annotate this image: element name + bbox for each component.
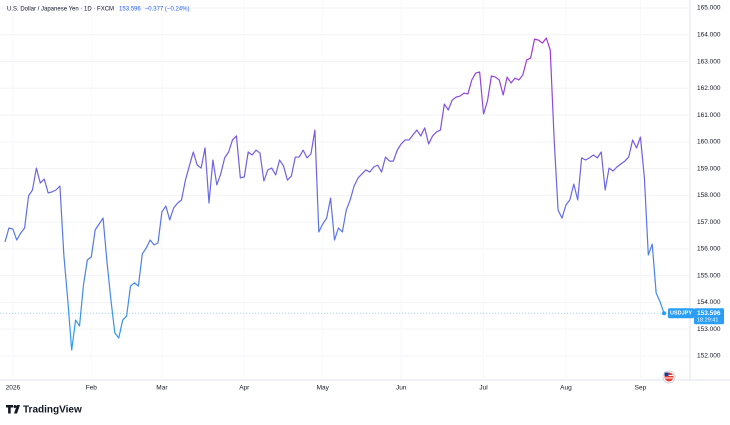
y-tick-label: 163.000: [697, 58, 721, 65]
x-tick-label: Aug: [560, 385, 572, 392]
y-tick-label: 154.000: [697, 299, 721, 306]
x-tick-label: Jun: [396, 385, 407, 392]
flag-stripe: [665, 375, 673, 376]
y-tick-label: 162.000: [697, 85, 721, 92]
y-tick-label: 161.000: [697, 112, 721, 119]
tag-time: 18:29:41: [697, 318, 718, 324]
x-tick-label: Jul: [479, 385, 488, 392]
last-price: 153.596: [119, 7, 141, 13]
last-point: [662, 311, 666, 316]
flag-canton: [664, 372, 669, 376]
y-tick-label: 165.000: [697, 5, 721, 12]
y-tick-label: 159.000: [697, 165, 721, 172]
tag-price-box: [694, 308, 724, 325]
y-tick-label: 152.000: [697, 353, 721, 360]
y-tick-label: 155.000: [697, 272, 721, 279]
price-change: −0.377 (−0.24%): [145, 7, 190, 13]
x-tick-label: Feb: [86, 385, 98, 392]
x-tick-label: 2026: [6, 385, 21, 392]
brand-name: TradingView: [23, 405, 82, 416]
y-tick-label: 158.000: [697, 192, 721, 199]
x-tick-label: Mar: [156, 385, 168, 392]
flag-icon[interactable]: [662, 370, 676, 384]
brand-logo[interactable]: TradingView: [6, 405, 82, 416]
x-tick-label: May: [317, 385, 330, 392]
flag-stripe: [665, 377, 673, 379]
tag-price: 153.596: [697, 310, 721, 317]
y-tick-label: 153.000: [697, 326, 721, 333]
y-tick-label: 157.000: [697, 219, 721, 226]
x-tick-label: Apr: [239, 385, 250, 392]
y-tick-label: 160.000: [697, 139, 721, 146]
logo-dot: [13, 405, 17, 408]
price-line: [4, 37, 665, 351]
y-tick-label: 156.000: [697, 246, 721, 253]
tag-symbol: USDJPY: [670, 311, 692, 317]
x-tick-label: Sep: [635, 385, 647, 392]
y-tick-label: 164.000: [697, 32, 721, 39]
tag-symbol-box: [668, 308, 694, 319]
chart-title: U.S. Dollar / Japanese Yen · 1D · FXCM: [7, 7, 114, 13]
logo-mark: [6, 405, 20, 414]
